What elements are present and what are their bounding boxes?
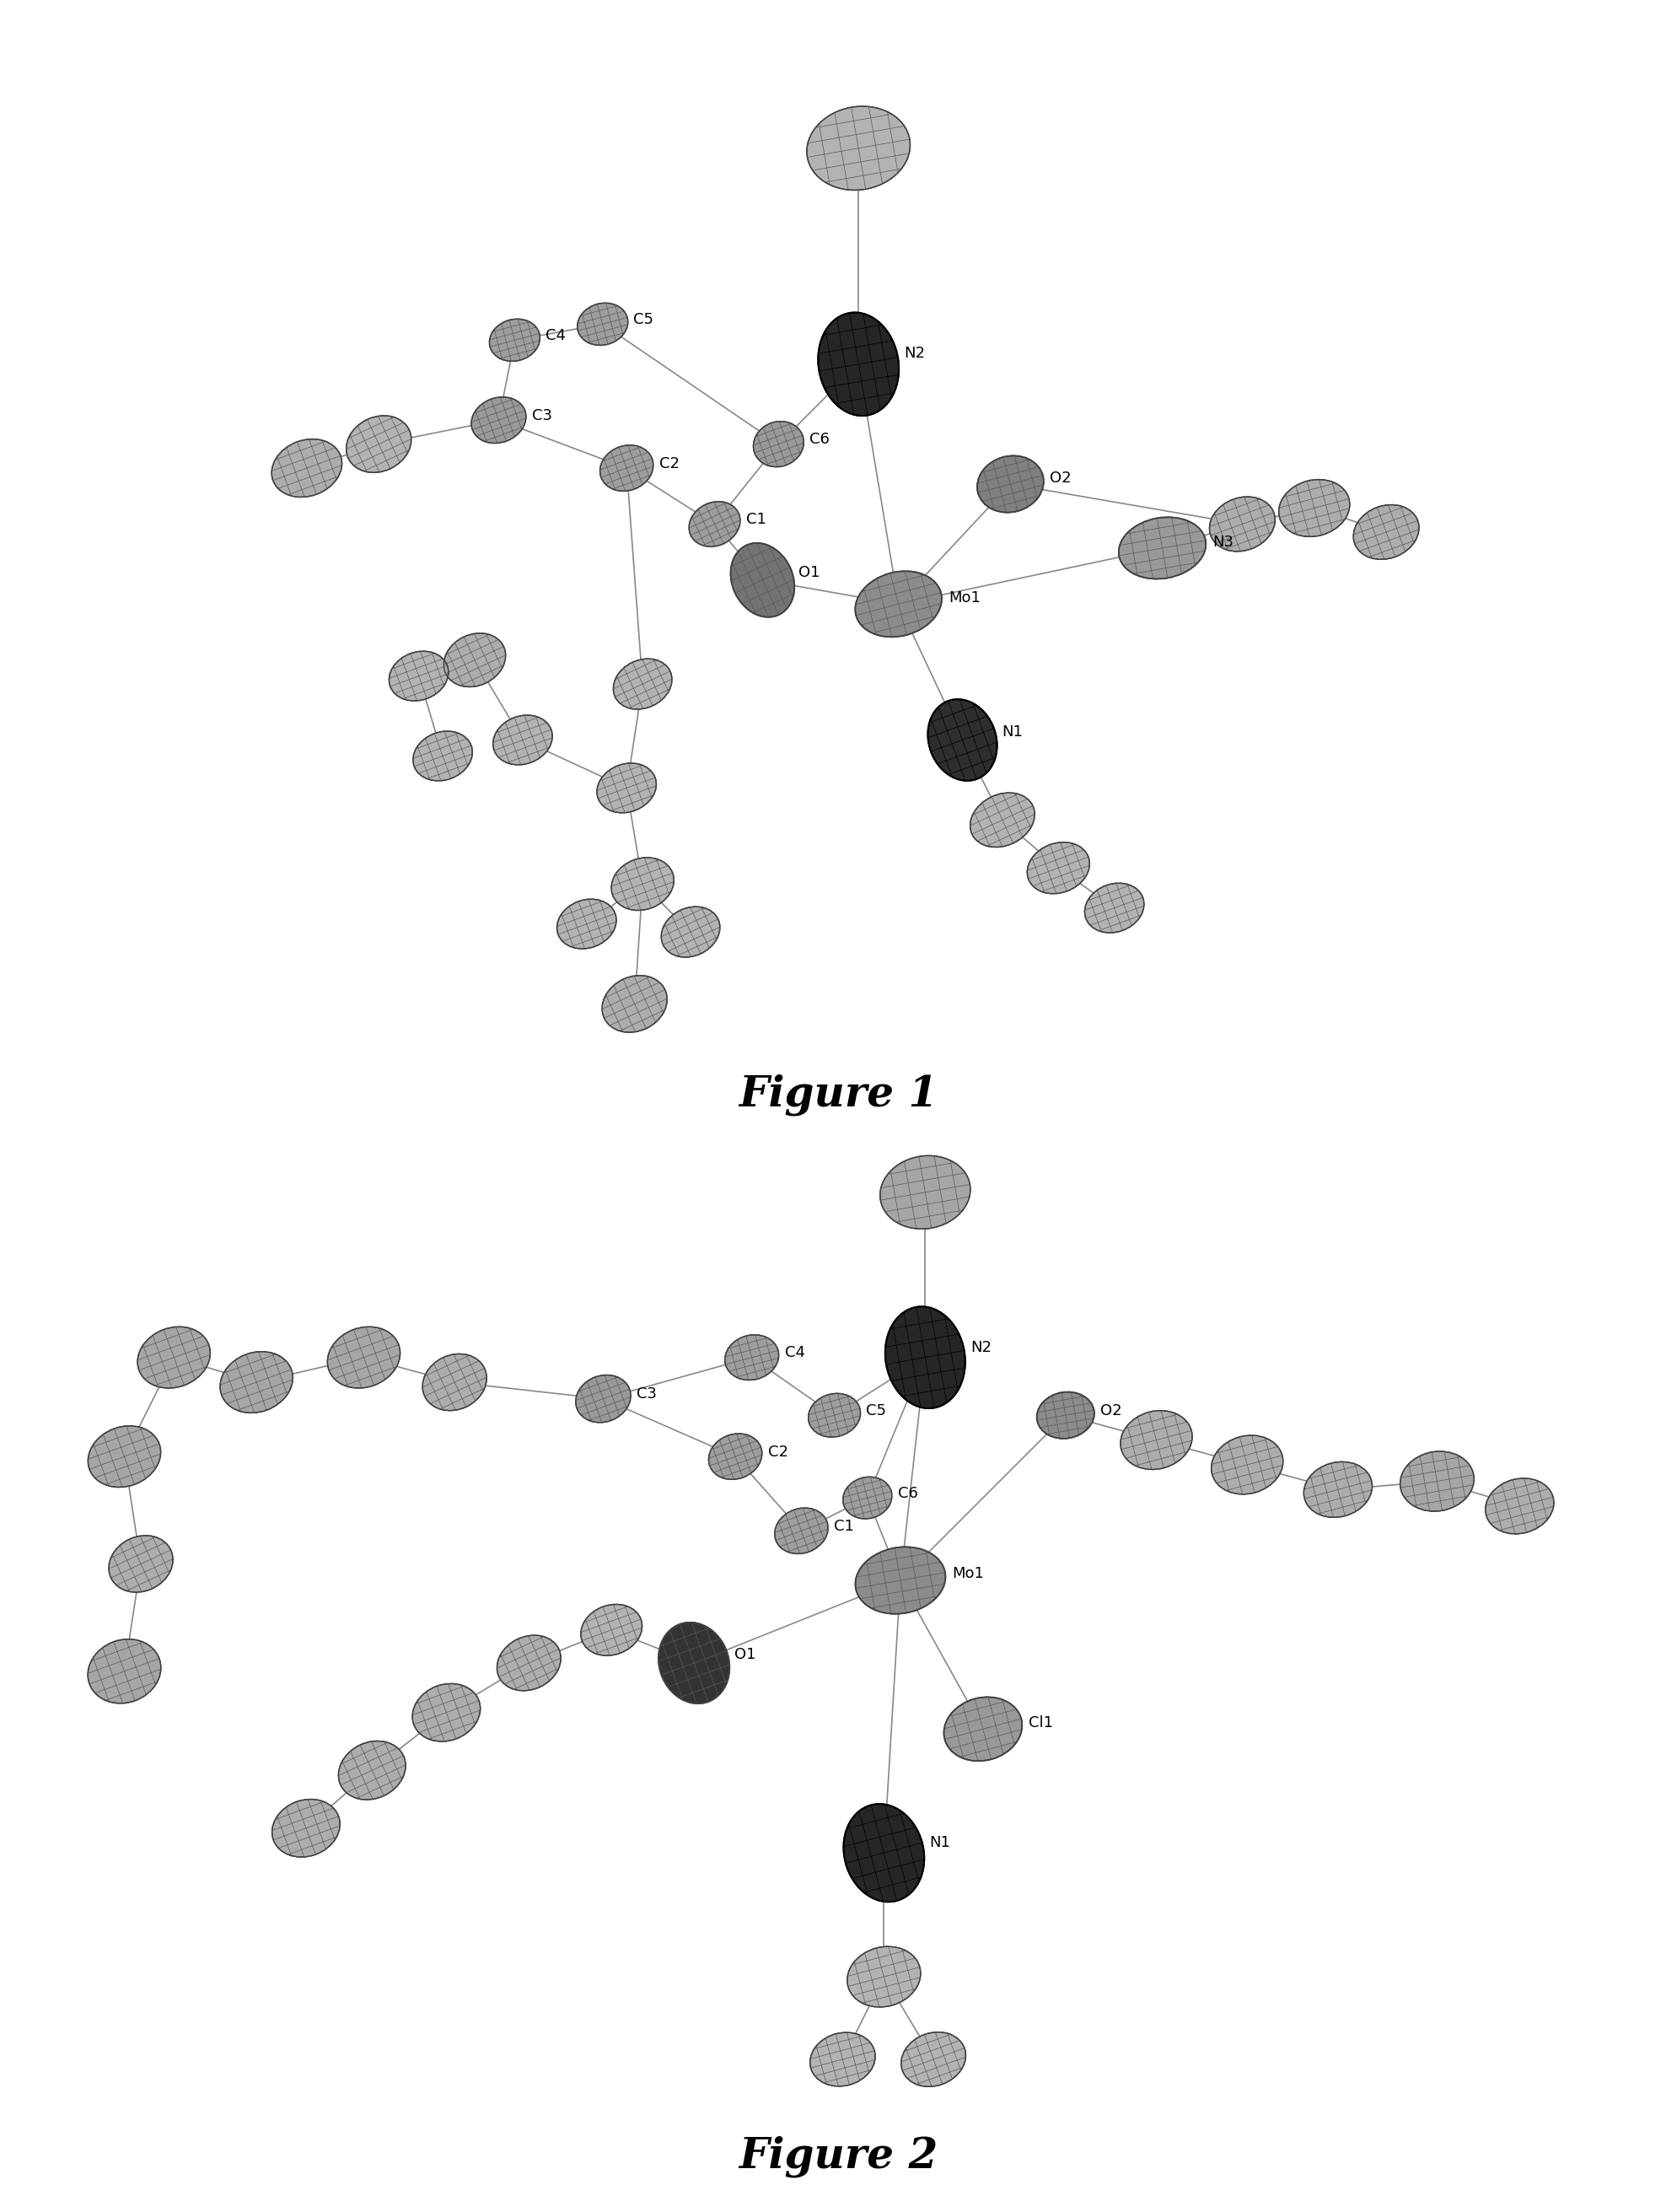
- Ellipse shape: [844, 1805, 924, 1902]
- Text: C6: C6: [810, 431, 830, 447]
- Text: N1: N1: [929, 1836, 951, 1851]
- Text: Figure 2: Figure 2: [740, 2137, 937, 2177]
- Ellipse shape: [339, 1741, 406, 1801]
- Text: C3: C3: [637, 1387, 657, 1402]
- Text: O2: O2: [1050, 471, 1072, 487]
- Ellipse shape: [775, 1509, 828, 1553]
- Ellipse shape: [602, 975, 667, 1033]
- Ellipse shape: [423, 1354, 486, 1411]
- Text: N3: N3: [1212, 535, 1234, 549]
- Ellipse shape: [345, 416, 411, 473]
- Ellipse shape: [490, 319, 540, 361]
- Ellipse shape: [557, 898, 617, 949]
- Ellipse shape: [612, 858, 674, 911]
- Ellipse shape: [807, 106, 911, 190]
- Ellipse shape: [577, 303, 627, 345]
- Ellipse shape: [413, 1683, 480, 1741]
- Ellipse shape: [272, 1798, 340, 1858]
- Ellipse shape: [844, 1478, 892, 1520]
- Ellipse shape: [575, 1376, 631, 1422]
- Ellipse shape: [855, 571, 942, 637]
- Ellipse shape: [689, 502, 740, 546]
- Ellipse shape: [855, 1546, 946, 1615]
- Text: N2: N2: [904, 345, 926, 361]
- Text: N1: N1: [1001, 723, 1023, 739]
- Text: O2: O2: [1100, 1402, 1122, 1418]
- Ellipse shape: [661, 907, 719, 958]
- Text: O1: O1: [798, 564, 820, 580]
- Text: Mo1: Mo1: [953, 1566, 984, 1582]
- Ellipse shape: [496, 1635, 560, 1690]
- Ellipse shape: [1280, 480, 1350, 538]
- Text: C4: C4: [785, 1345, 805, 1360]
- Text: Figure 1: Figure 1: [740, 1075, 937, 1115]
- Ellipse shape: [580, 1604, 642, 1655]
- Ellipse shape: [1209, 498, 1275, 551]
- Text: Mo1: Mo1: [949, 591, 981, 606]
- Ellipse shape: [493, 714, 552, 765]
- Ellipse shape: [659, 1621, 729, 1703]
- Ellipse shape: [471, 396, 527, 442]
- Ellipse shape: [1303, 1462, 1372, 1517]
- Ellipse shape: [978, 456, 1043, 513]
- Ellipse shape: [327, 1327, 401, 1389]
- Ellipse shape: [87, 1427, 161, 1486]
- Ellipse shape: [709, 1433, 761, 1480]
- Ellipse shape: [927, 699, 998, 781]
- Ellipse shape: [1085, 883, 1144, 933]
- Text: O1: O1: [735, 1648, 756, 1661]
- Ellipse shape: [600, 445, 654, 491]
- Ellipse shape: [597, 763, 656, 812]
- Ellipse shape: [1400, 1451, 1474, 1511]
- Ellipse shape: [724, 1334, 778, 1380]
- Text: C5: C5: [634, 312, 654, 327]
- Text: Cl1: Cl1: [1028, 1714, 1053, 1730]
- Ellipse shape: [272, 438, 342, 498]
- Ellipse shape: [109, 1535, 173, 1593]
- Ellipse shape: [138, 1327, 210, 1389]
- Text: N2: N2: [971, 1340, 993, 1354]
- Ellipse shape: [444, 633, 506, 688]
- Ellipse shape: [614, 659, 672, 710]
- Text: C4: C4: [545, 327, 565, 343]
- Text: C3: C3: [532, 407, 552, 422]
- Ellipse shape: [389, 650, 448, 701]
- Ellipse shape: [969, 792, 1035, 847]
- Text: C6: C6: [897, 1486, 917, 1502]
- Ellipse shape: [1036, 1391, 1095, 1438]
- Ellipse shape: [1119, 518, 1206, 580]
- Text: C1: C1: [833, 1520, 854, 1533]
- Text: C5: C5: [867, 1402, 887, 1418]
- Ellipse shape: [753, 420, 803, 467]
- Ellipse shape: [220, 1352, 293, 1413]
- Ellipse shape: [901, 2033, 966, 2086]
- Ellipse shape: [847, 1947, 921, 2006]
- Ellipse shape: [1120, 1411, 1192, 1469]
- Ellipse shape: [731, 542, 795, 617]
- Ellipse shape: [1211, 1436, 1283, 1495]
- Ellipse shape: [808, 1394, 860, 1438]
- Ellipse shape: [1353, 504, 1419, 560]
- Text: C1: C1: [746, 513, 766, 526]
- Ellipse shape: [944, 1697, 1021, 1761]
- Ellipse shape: [413, 732, 473, 781]
- Ellipse shape: [1026, 843, 1090, 894]
- Ellipse shape: [818, 312, 899, 416]
- Ellipse shape: [885, 1307, 966, 1409]
- Ellipse shape: [1486, 1478, 1555, 1533]
- Ellipse shape: [87, 1639, 161, 1703]
- Text: C2: C2: [659, 456, 679, 471]
- Ellipse shape: [880, 1155, 971, 1230]
- Text: C2: C2: [768, 1444, 788, 1460]
- Ellipse shape: [810, 2033, 875, 2086]
